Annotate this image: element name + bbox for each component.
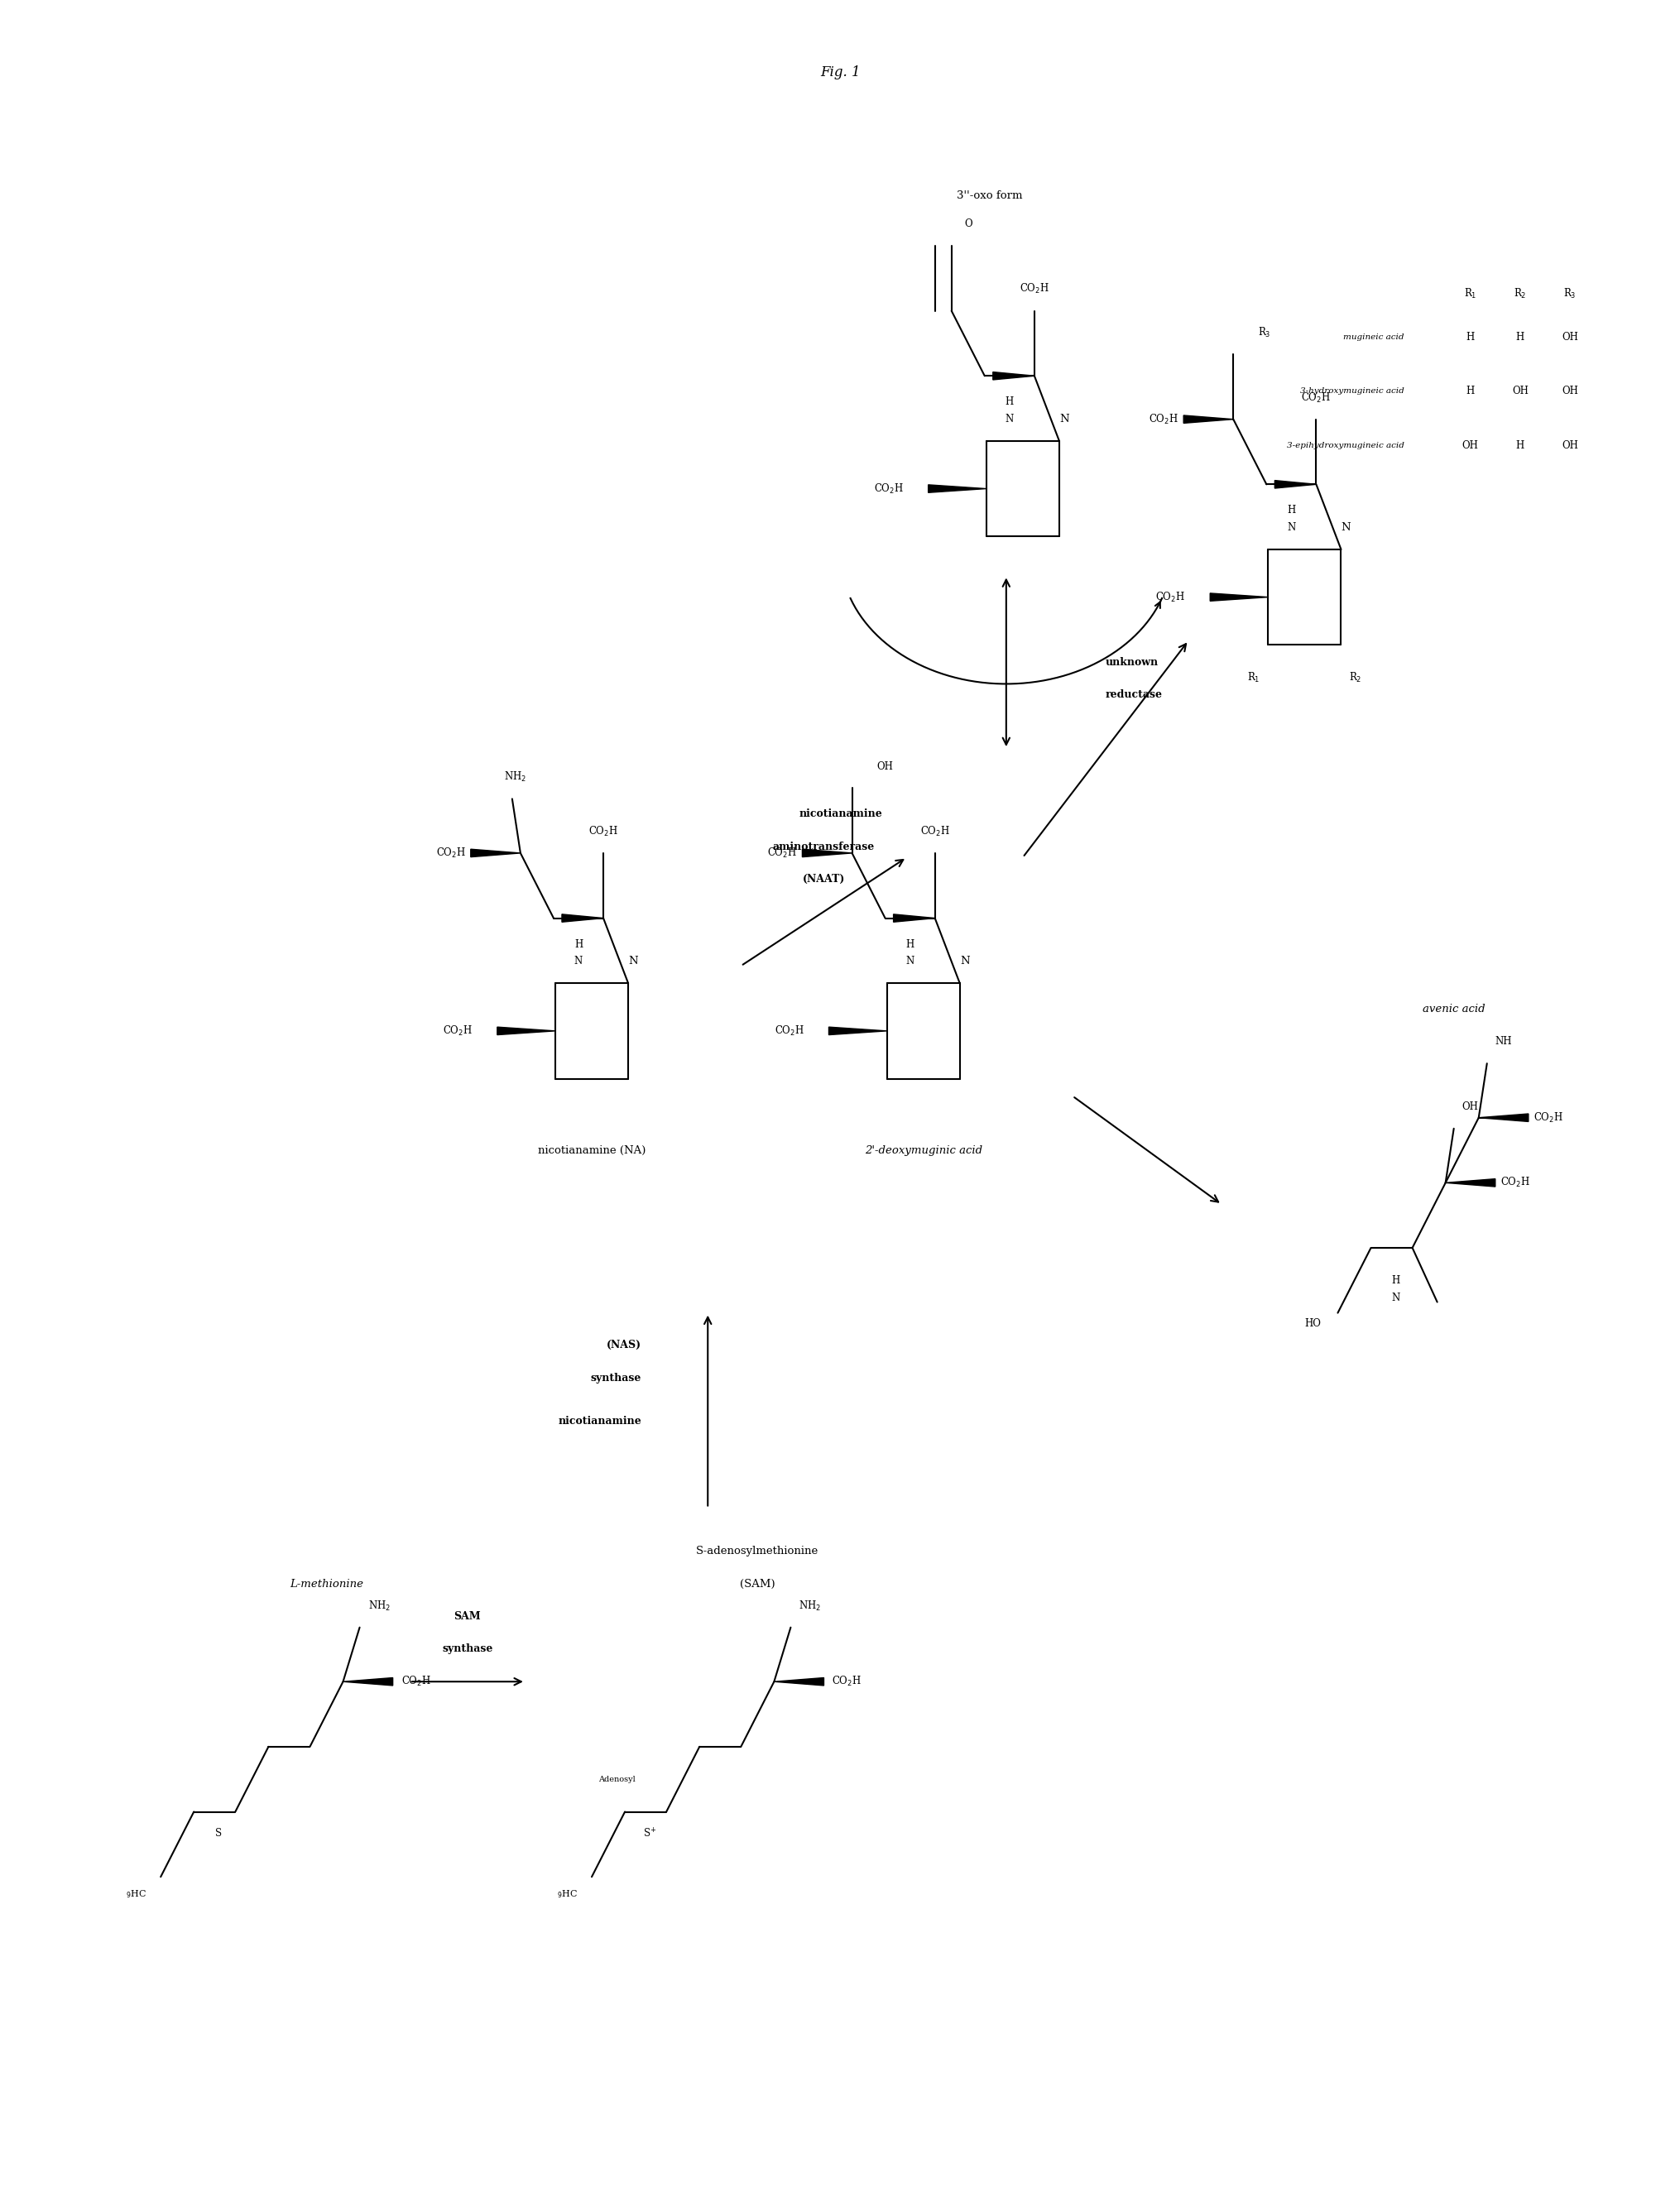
Text: $_{9}$HC: $_{9}$HC [556, 1890, 576, 1900]
Text: L-methionine: L-methionine [289, 1578, 363, 1589]
Text: Adenosyl: Adenosyl [598, 1776, 635, 1782]
Text: CO$_{2}$H: CO$_{2}$H [1149, 412, 1178, 425]
Text: R$_2$: R$_2$ [1349, 671, 1361, 684]
Text: avenic acid: avenic acid [1421, 1004, 1485, 1015]
Text: nicotianamine: nicotianamine [798, 809, 882, 820]
Text: N: N [906, 956, 914, 967]
Text: 3''-oxo form: 3''-oxo form [956, 191, 1021, 202]
Polygon shape [801, 848, 852, 857]
Text: CO$_{2}$H: CO$_{2}$H [1154, 590, 1184, 603]
Text: mugineic acid: mugineic acid [1342, 333, 1403, 340]
Polygon shape [497, 1028, 554, 1035]
Text: CO$_{2}$H: CO$_{2}$H [919, 824, 949, 837]
Text: R$_3$: R$_3$ [1562, 287, 1576, 300]
Text: N: N [1287, 522, 1295, 533]
Text: N: N [1058, 414, 1068, 425]
Polygon shape [470, 848, 521, 857]
Text: R$_3$: R$_3$ [1258, 327, 1270, 340]
Text: $_{9}$HC: $_{9}$HC [126, 1890, 146, 1900]
Polygon shape [828, 1028, 887, 1035]
Text: OH: OH [877, 761, 892, 772]
Text: H: H [1005, 397, 1013, 408]
Text: CO$_{2}$H: CO$_{2}$H [1300, 390, 1331, 403]
Polygon shape [1183, 414, 1233, 423]
Text: H: H [575, 938, 583, 949]
Text: (NAAT): (NAAT) [801, 875, 845, 886]
Text: OH: OH [1561, 441, 1578, 452]
Text: OH: OH [1462, 441, 1478, 452]
Text: N: N [628, 956, 638, 967]
Polygon shape [1445, 1179, 1495, 1186]
Text: N: N [1005, 414, 1013, 425]
Text: H: H [1287, 504, 1295, 515]
Polygon shape [894, 914, 934, 923]
Text: R$_1$: R$_1$ [1463, 287, 1477, 300]
Text: synthase: synthase [442, 1644, 492, 1655]
Text: HO: HO [1304, 1317, 1320, 1328]
Text: 3-hydroxymugineic acid: 3-hydroxymugineic acid [1299, 388, 1403, 395]
Text: synthase: synthase [590, 1372, 642, 1383]
Text: CO$_{2}$H: CO$_{2}$H [588, 824, 618, 837]
Text: S: S [215, 1828, 222, 1839]
Text: CO$_{2}$H: CO$_{2}$H [1020, 283, 1048, 296]
Polygon shape [343, 1677, 393, 1686]
Text: R$_1$: R$_1$ [1247, 671, 1260, 684]
Text: NH$_{2}$: NH$_{2}$ [798, 1598, 822, 1613]
Text: CO$_{2}$H: CO$_{2}$H [1500, 1177, 1529, 1190]
Text: CO$_{2}$H: CO$_{2}$H [774, 1024, 803, 1037]
Text: reductase: reductase [1105, 688, 1163, 699]
Text: S-adenosylmethionine: S-adenosylmethionine [696, 1545, 818, 1556]
Text: unknown: unknown [1105, 658, 1158, 669]
Text: N: N [959, 956, 969, 967]
Polygon shape [1478, 1114, 1527, 1122]
Text: nicotianamine (NA): nicotianamine (NA) [538, 1144, 645, 1155]
Polygon shape [1273, 480, 1315, 489]
Text: SAM: SAM [454, 1611, 480, 1622]
Text: N: N [1391, 1293, 1399, 1302]
Polygon shape [993, 373, 1033, 379]
Text: NH$_{2}$: NH$_{2}$ [504, 772, 526, 785]
Text: nicotianamine: nicotianamine [558, 1416, 642, 1427]
Text: CO$_{2}$H: CO$_{2}$H [832, 1675, 862, 1688]
Text: O: O [964, 219, 971, 230]
Text: CO$_{2}$H: CO$_{2}$H [442, 1024, 472, 1037]
Text: NH: NH [1495, 1037, 1512, 1048]
Text: N: N [1341, 522, 1351, 533]
Text: H: H [1515, 331, 1524, 342]
Text: OH: OH [1561, 386, 1578, 397]
Text: H: H [1465, 331, 1473, 342]
Text: N: N [575, 956, 583, 967]
Polygon shape [1210, 594, 1267, 601]
Text: (NAS): (NAS) [606, 1339, 642, 1350]
Text: (SAM): (SAM) [739, 1578, 774, 1589]
Text: CO$_{2}$H: CO$_{2}$H [435, 846, 465, 859]
Text: H: H [1391, 1276, 1399, 1287]
Text: OH: OH [1561, 331, 1578, 342]
Text: H: H [1515, 441, 1524, 452]
Text: 3-epihydroxymugineic acid: 3-epihydroxymugineic acid [1285, 441, 1403, 449]
Polygon shape [927, 484, 986, 493]
Text: CO$_{2}$H: CO$_{2}$H [768, 846, 796, 859]
Text: CO$_{2}$H: CO$_{2}$H [1532, 1111, 1562, 1124]
Text: R$_2$: R$_2$ [1514, 287, 1525, 300]
Text: H: H [1465, 386, 1473, 397]
Text: 2'-deoxymuginic acid: 2'-deoxymuginic acid [864, 1144, 981, 1155]
Text: CO$_{2}$H: CO$_{2}$H [402, 1675, 430, 1688]
Text: OH: OH [1510, 386, 1527, 397]
Polygon shape [561, 914, 603, 923]
Text: Fig. 1: Fig. 1 [820, 66, 860, 79]
Text: NH$_{2}$: NH$_{2}$ [368, 1598, 390, 1613]
Text: CO$_{2}$H: CO$_{2}$H [874, 482, 902, 495]
Text: aminotransferase: aminotransferase [773, 842, 874, 853]
Text: S$^{+}$: S$^{+}$ [643, 1828, 657, 1839]
Text: H: H [906, 938, 914, 949]
Text: OH: OH [1462, 1100, 1478, 1111]
Polygon shape [774, 1677, 823, 1686]
